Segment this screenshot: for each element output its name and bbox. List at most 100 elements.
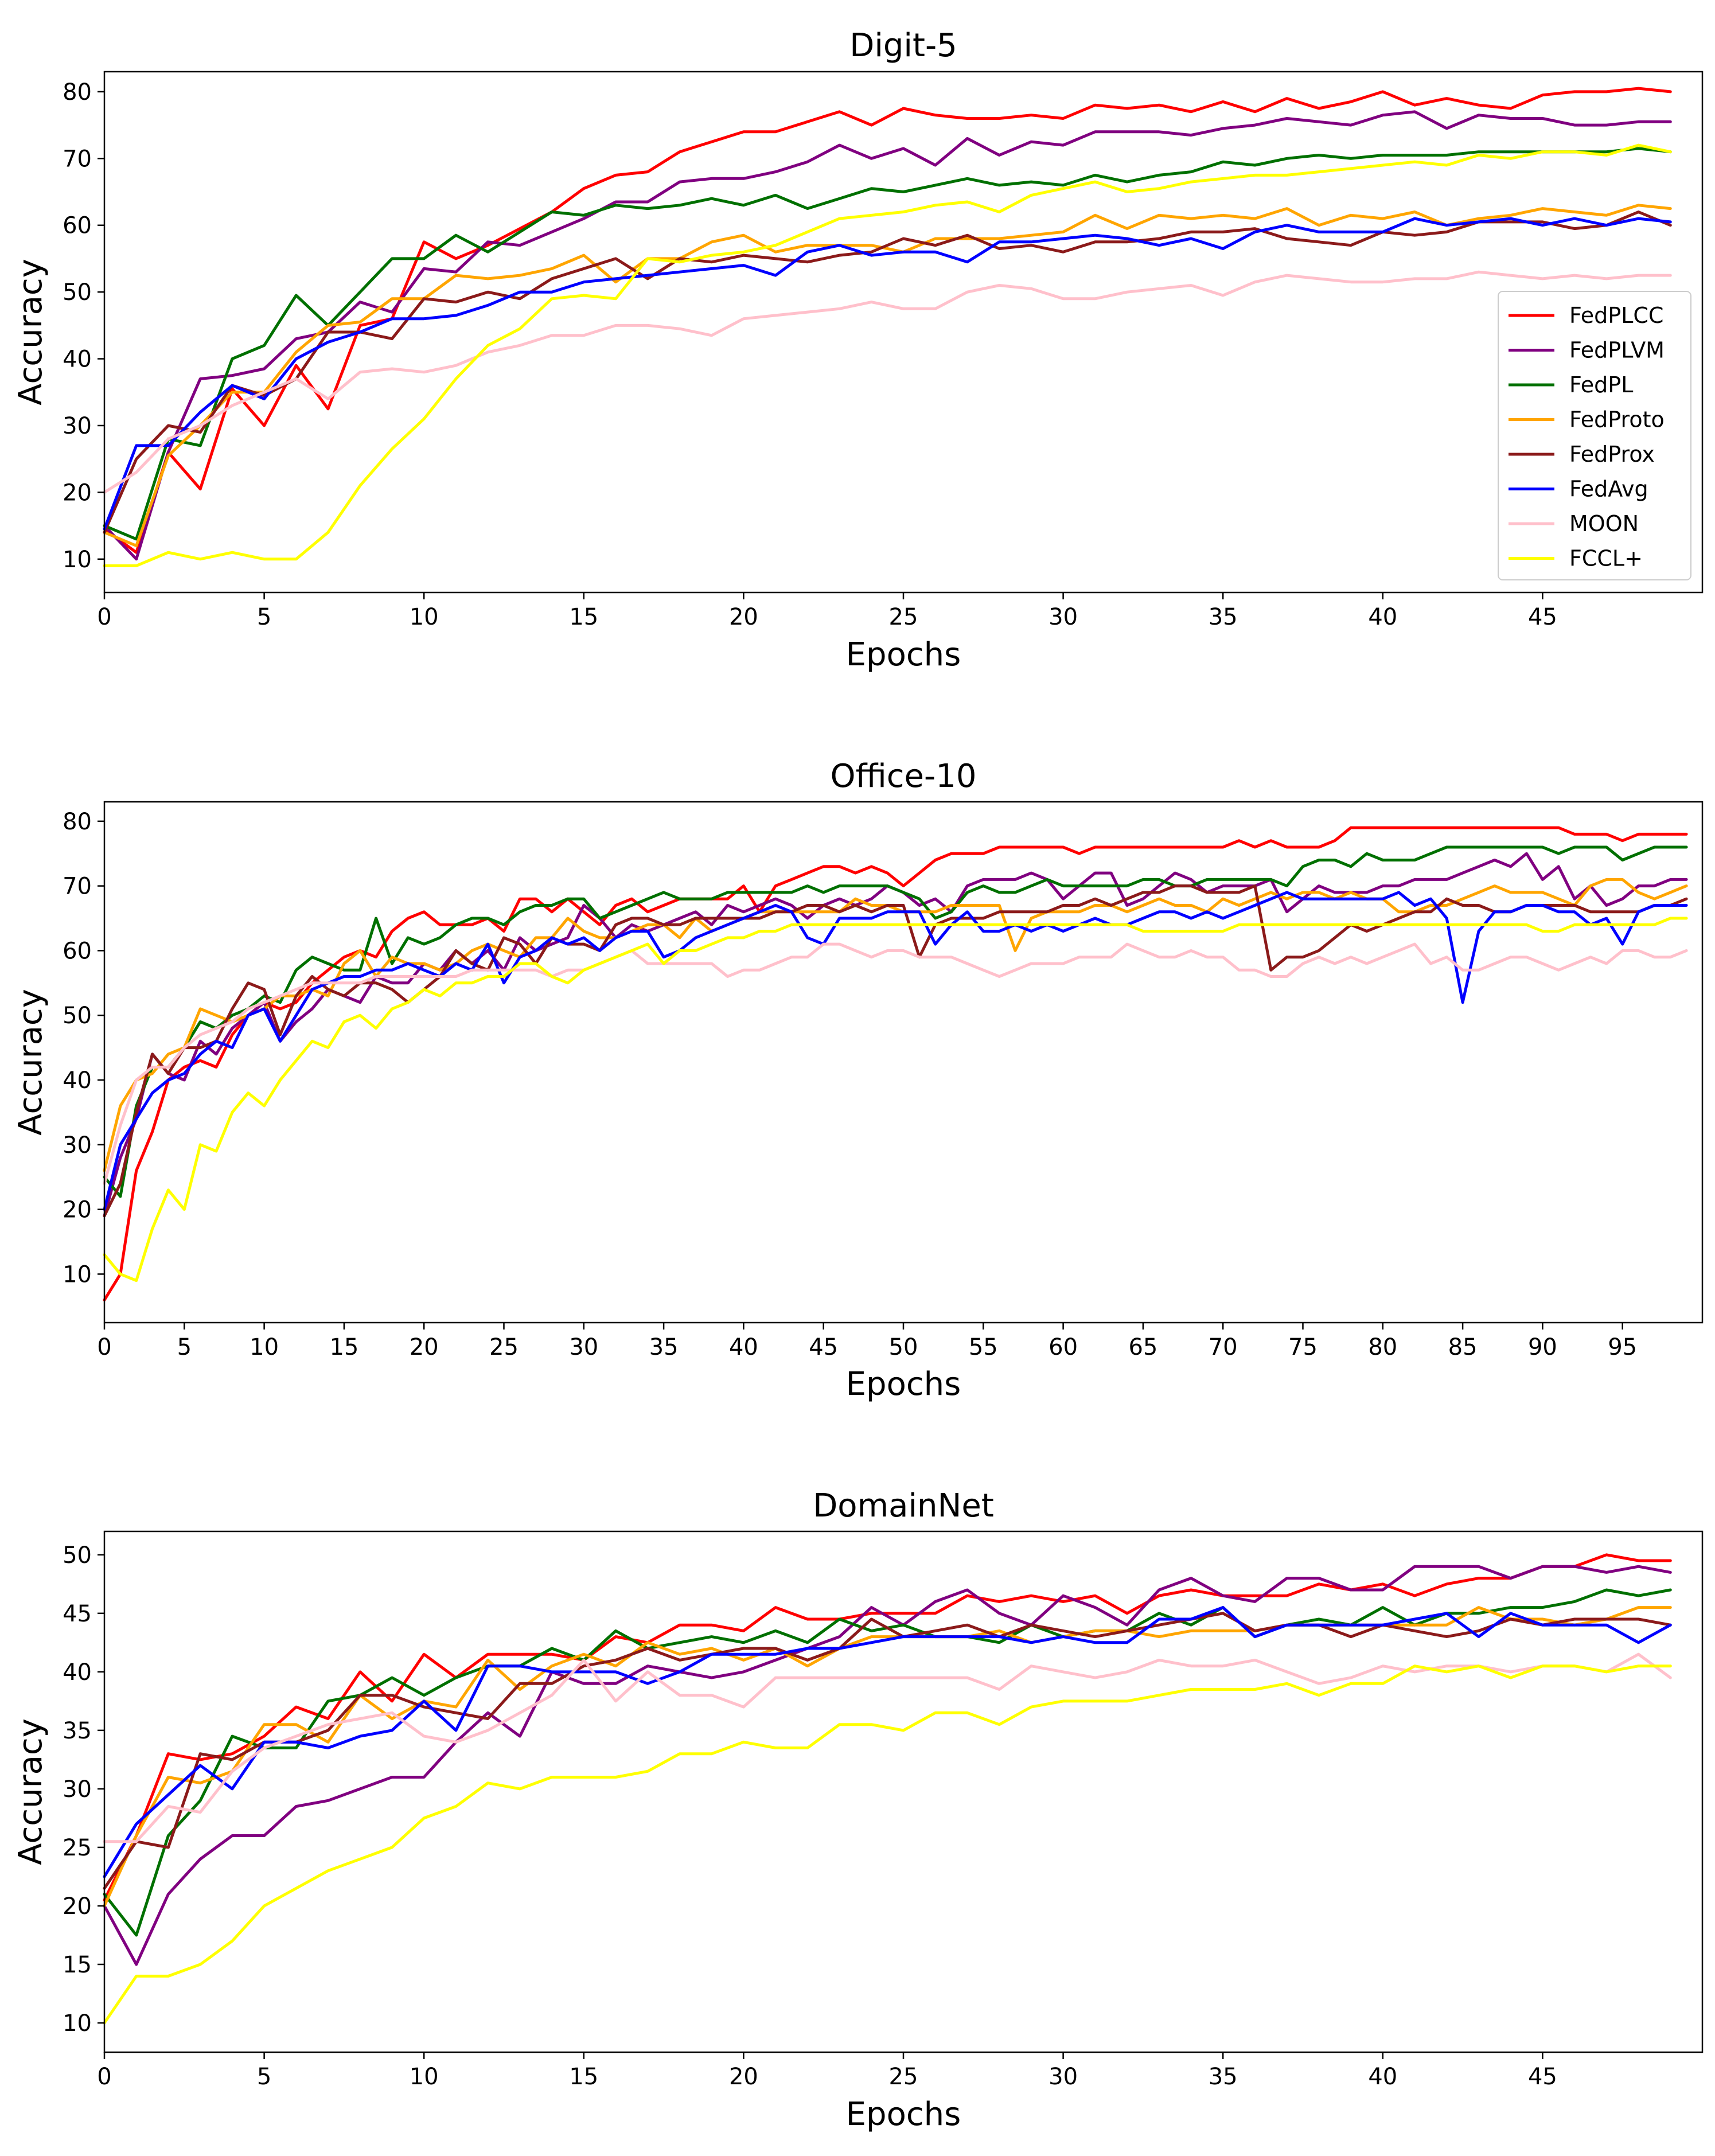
x-tick-label: 20 (729, 2064, 758, 2090)
x-tick-label: 10 (410, 2064, 439, 2090)
series-line-fedavg (103, 1606, 1672, 1878)
series-line-fedproto (103, 204, 1672, 547)
x-tick-label: 45 (1528, 604, 1557, 630)
series-line-fccl- (103, 917, 1688, 1282)
x-tick-label: 10 (250, 1334, 279, 1360)
x-tick-label: 45 (1528, 2064, 1557, 2090)
y-tick-label: 20 (63, 1197, 92, 1223)
y-tick-label: 20 (63, 479, 92, 506)
y-tick-label: 60 (63, 938, 92, 964)
y-tick-label: 70 (63, 146, 92, 172)
chart-title: Office-10 (831, 758, 977, 795)
y-tick-label: 40 (63, 346, 92, 373)
legend-label: FedProto (1569, 407, 1665, 432)
chart-panel-2: Office-10 0 5 10 15 20 25 30 35 40 45 50 55 60 65 70 75 8… (12, 758, 1704, 1403)
series-lines (103, 87, 1672, 567)
y-tick-label: 35 (63, 1718, 92, 1744)
y-tick-label: 15 (63, 1952, 92, 1978)
x-tick-label: 30 (1049, 2064, 1078, 2090)
y-tick-label: 30 (63, 1776, 92, 1803)
x-tick-label: 10 (410, 604, 439, 630)
x-tick-label: 50 (889, 1334, 918, 1360)
legend-label: FedAvg (1569, 477, 1648, 502)
y-tick-label: 10 (63, 2010, 92, 2037)
x-tick-label: 30 (1049, 604, 1078, 630)
series-line-fedprox (103, 884, 1688, 1218)
series-lines (103, 1553, 1672, 2025)
y-tick-label: 80 (63, 809, 92, 835)
series-line-fedproto (103, 878, 1688, 1172)
x-tick-label: 45 (809, 1334, 838, 1360)
x-tick-label: 20 (729, 604, 758, 630)
x-tick-label: 5 (257, 2064, 271, 2090)
chart-title: Digit-5 (849, 27, 957, 64)
series-line-fedavg (103, 217, 1672, 531)
legend: FedPLCC FedPLVM FedPL FedProto FedProx FedAvg… (1498, 291, 1691, 580)
series-line-moon (103, 1652, 1672, 1843)
y-axis-label: Accuracy (12, 259, 49, 406)
x-tick-label: 95 (1608, 1334, 1637, 1360)
x-tick-label: 20 (410, 1334, 439, 1360)
x-tick-label: 75 (1288, 1334, 1318, 1360)
legend-label: FedPL (1569, 372, 1633, 397)
x-tick-label: 25 (889, 604, 918, 630)
y-tick-label: 10 (63, 1261, 92, 1288)
y-tick-label: 60 (63, 213, 92, 239)
legend-label: MOON (1569, 511, 1639, 536)
x-tick-label: 30 (569, 1334, 598, 1360)
y-tick-label: 30 (63, 413, 92, 439)
x-tick-label: 40 (729, 1334, 758, 1360)
x-axis-label: Epochs (846, 1366, 961, 1403)
y-tick-label: 50 (63, 279, 92, 306)
y-tick-label: 80 (63, 79, 92, 106)
series-line-fccl- (103, 1664, 1672, 2025)
series-line-fedpl (103, 845, 1688, 1198)
series-line-fedplcc (103, 1553, 1672, 1902)
y-tick-label: 25 (63, 1835, 92, 1861)
x-tick-label: 25 (889, 2064, 918, 2090)
x-tick-label: 5 (257, 604, 271, 630)
plot-area-frame (103, 801, 1704, 1324)
chart-panel-1: Digit-5 0 5 10 15 20 25 30 35 40 45 10 20 30 40 50 60 70 8… (12, 27, 1704, 673)
chart-title: DomainNet (813, 1487, 994, 1525)
y-axis-label: Accuracy (12, 989, 49, 1136)
x-tick-label: 35 (1209, 2064, 1238, 2090)
y-tick-label: 45 (63, 1601, 92, 1627)
series-line-fccl- (103, 143, 1672, 567)
y-tick-label: 30 (63, 1132, 92, 1159)
legend-label: FedPLCC (1569, 303, 1663, 328)
y-axis-label: Accuracy (12, 1718, 49, 1865)
x-tick-label: 40 (1368, 2064, 1397, 2090)
x-tick-label: 85 (1448, 1334, 1478, 1360)
series-line-fedavg (103, 891, 1688, 1211)
x-tick-label: 0 (97, 1334, 111, 1360)
x-tick-label: 90 (1528, 1334, 1557, 1360)
series-line-moon (103, 270, 1672, 494)
series-line-fedplcc (103, 87, 1672, 554)
series-line-fedplvm (103, 110, 1672, 561)
x-tick-label: 35 (1209, 604, 1238, 630)
y-tick-label: 10 (63, 547, 92, 573)
legend-label: FCCL+ (1569, 546, 1643, 571)
x-tick-label: 15 (329, 1334, 358, 1360)
y-tick-label: 50 (63, 1003, 92, 1029)
legend-box (1498, 291, 1691, 580)
chart-panel-3: DomainNet 0 5 10 15 20 25 30 35 40 45 10 15 20 25 30 35 4… (12, 1487, 1704, 2133)
y-tick-label: 50 (63, 1542, 92, 1569)
x-tick-label: 15 (569, 2064, 598, 2090)
series-line-fedprox (103, 1612, 1672, 1890)
y-tick-label: 40 (63, 1067, 92, 1094)
plot-area-frame (103, 1530, 1704, 2053)
legend-label: FedProx (1569, 442, 1655, 467)
x-tick-label: 15 (569, 604, 598, 630)
series-line-fedpl (103, 147, 1672, 541)
x-tick-label: 25 (489, 1334, 519, 1360)
x-tick-label: 40 (1368, 604, 1397, 630)
legend-label: FedPLVM (1569, 338, 1665, 363)
x-axis-label: Epochs (846, 2096, 961, 2133)
x-tick-label: 55 (969, 1334, 998, 1360)
series-line-moon (103, 942, 1688, 1185)
series-lines (103, 826, 1688, 1301)
x-tick-label: 80 (1368, 1334, 1397, 1360)
